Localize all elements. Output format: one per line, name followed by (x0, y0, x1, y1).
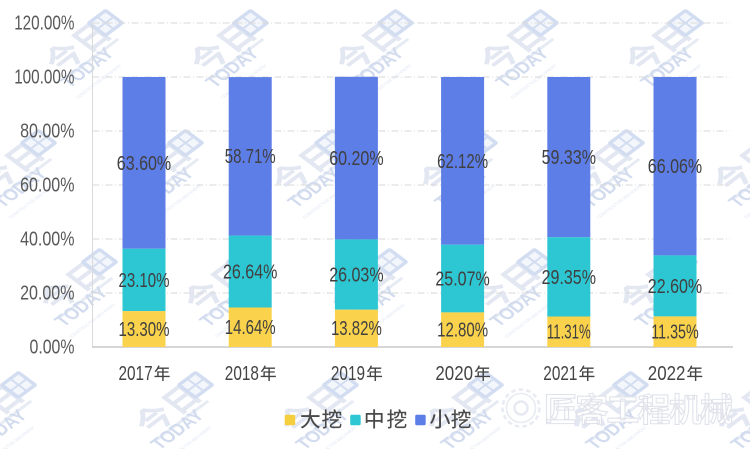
svg-text:60.00%: 60.00% (20, 175, 75, 197)
svg-text:2018: 2018 (225, 363, 259, 385)
svg-text:20.00%: 20.00% (20, 283, 75, 305)
svg-text:14.64%: 14.64% (225, 317, 276, 339)
svg-text:80.00%: 80.00% (20, 121, 75, 143)
svg-text:0.00%: 0.00% (30, 337, 75, 359)
svg-text:11.35%: 11.35% (651, 322, 699, 344)
svg-text:22.60%: 22.60% (648, 276, 703, 298)
svg-text:66.06%: 66.06% (648, 156, 703, 178)
svg-text:59.33%: 59.33% (542, 147, 597, 169)
svg-text:40.00%: 40.00% (20, 229, 75, 251)
svg-text:11.31%: 11.31% (547, 322, 591, 344)
svg-text:120.00%: 120.00% (14, 13, 74, 35)
svg-text:2022: 2022 (648, 363, 686, 385)
svg-text:26.03%: 26.03% (329, 264, 384, 286)
svg-text:25.07%: 25.07% (435, 268, 490, 290)
svg-text:23.10%: 23.10% (119, 270, 170, 292)
svg-text:2021: 2021 (543, 363, 577, 385)
svg-text:26.64%: 26.64% (223, 261, 278, 283)
svg-text:60.20%: 60.20% (329, 148, 384, 170)
svg-text:13.82%: 13.82% (331, 318, 382, 340)
svg-text:2019: 2019 (331, 363, 365, 385)
svg-text:13.30%: 13.30% (119, 319, 170, 341)
svg-text:2020: 2020 (435, 363, 473, 385)
svg-text:58.71%: 58.71% (225, 146, 276, 168)
svg-text:100.00%: 100.00% (14, 67, 74, 89)
svg-text:2017: 2017 (119, 363, 153, 385)
svg-text:29.35%: 29.35% (542, 267, 597, 289)
svg-text:62.12%: 62.12% (437, 151, 488, 173)
svg-text:12.80%: 12.80% (437, 320, 488, 342)
svg-text:63.60%: 63.60% (117, 153, 172, 175)
